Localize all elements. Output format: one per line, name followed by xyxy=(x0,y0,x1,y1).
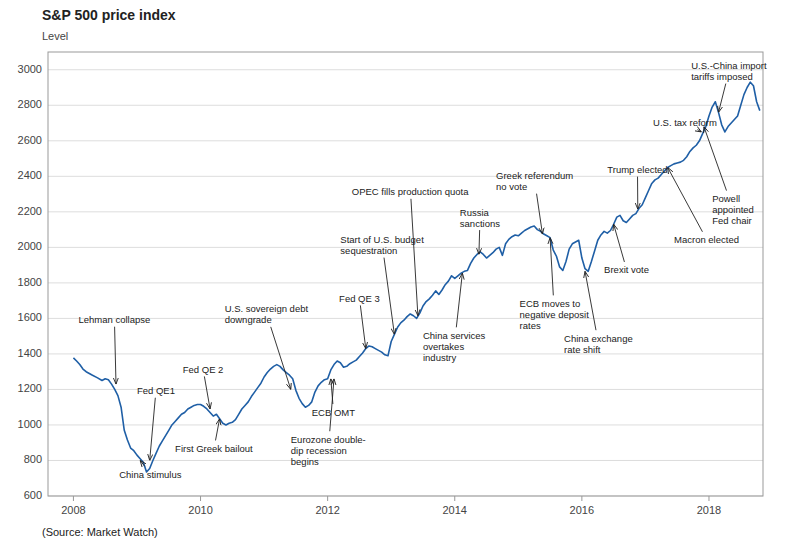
annotation-label: ECB moves tonegative depositrates xyxy=(520,297,590,330)
annotation-label: Russiasanctions xyxy=(460,206,500,228)
y-tick-label: 1800 xyxy=(18,276,42,288)
annotation-arrow xyxy=(456,273,462,327)
y-tick-label: 600 xyxy=(24,489,42,501)
x-tick-label: 2016 xyxy=(570,504,594,516)
annotation-label: Brexit vote xyxy=(604,264,649,275)
plot-frame xyxy=(48,52,763,496)
annotation-arrow xyxy=(614,224,625,262)
annotation-label: Fed QE 3 xyxy=(339,292,380,303)
grid-line xyxy=(48,69,763,70)
grid-line xyxy=(48,105,763,106)
annotation-label: China exchangerate shift xyxy=(564,332,633,354)
annotation-label: Fed QE1 xyxy=(137,385,175,396)
annotation-arrow xyxy=(411,199,418,316)
line xyxy=(73,82,759,472)
annotation-arrows xyxy=(115,84,727,467)
annotation-arrow xyxy=(537,194,543,234)
y-tick-label: 2200 xyxy=(18,205,42,217)
y-tick-label: 1200 xyxy=(18,382,42,394)
annotation-arrow xyxy=(704,127,727,191)
y-tick-label: 3000 xyxy=(18,63,42,75)
annotation-label: First Greek bailout xyxy=(175,442,253,453)
annotation-arrow xyxy=(550,238,553,296)
y-axis-label: Level xyxy=(42,30,68,42)
annotation-arrow xyxy=(668,167,703,231)
annotation-label: ECB OMT xyxy=(312,406,355,417)
annotation-label: Fed QE 2 xyxy=(183,363,224,374)
x-tick xyxy=(200,496,201,501)
grid-line xyxy=(48,353,763,354)
x-tick-label: 2012 xyxy=(315,504,339,516)
x-tick-label: 2008 xyxy=(61,504,85,516)
grid-line xyxy=(48,460,763,461)
annotation-label: U.S. tax reform xyxy=(653,117,717,128)
annotation-arrow xyxy=(150,398,156,461)
x-tick-label: 2018 xyxy=(697,504,721,516)
y-tick-label: 1000 xyxy=(18,418,42,430)
annotation-arrow xyxy=(360,305,365,348)
annotation-arrow xyxy=(637,177,638,210)
grid-line xyxy=(48,282,763,283)
annotation-arrow xyxy=(204,376,210,409)
y-tick-label: 800 xyxy=(24,453,42,465)
title: S&P 500 price index xyxy=(42,7,176,23)
annotation-arrow xyxy=(585,271,596,330)
y-tick-label: 1400 xyxy=(18,347,42,359)
annotation-label: China servicesovertakesindustry xyxy=(423,329,486,362)
annotation-label: Start of U.S. budgetsequestration xyxy=(340,234,424,256)
chart: S&P 500 price index Level 600 800 1000 1200 14… xyxy=(0,0,785,542)
annotation-arrow xyxy=(271,327,291,390)
annotation-label: Eurozone double-dip recessionbegins xyxy=(291,433,366,466)
annotation-label: Greek referendumno vote xyxy=(496,170,573,192)
annotation-arrow xyxy=(115,327,116,384)
x-tick-label: 2010 xyxy=(188,504,212,516)
annotation-arrow xyxy=(719,84,726,113)
annotation-label: OPEC fills production quota xyxy=(352,186,469,197)
annotation-arrow xyxy=(330,379,334,431)
grid-line xyxy=(48,247,763,248)
annotation-label: Trump elected xyxy=(607,164,667,175)
x-tick-label: 2014 xyxy=(443,504,467,516)
annotation-arrow xyxy=(384,258,394,335)
grid xyxy=(48,70,763,496)
x-tick xyxy=(327,496,328,501)
x-tick xyxy=(73,496,74,501)
y-tick-label: 2600 xyxy=(18,134,42,146)
plot-area xyxy=(73,82,759,472)
grid-line xyxy=(48,140,763,141)
y-tick-label: 1600 xyxy=(18,311,42,323)
y-tick-label: 2400 xyxy=(18,169,42,181)
grid-line xyxy=(48,211,763,212)
annotation-arrow xyxy=(216,419,220,441)
y-tick-label: 2800 xyxy=(18,98,42,110)
y-tick-label: 2000 xyxy=(18,240,42,252)
source: (Source: Market Watch) xyxy=(42,526,158,538)
annotation-arrow xyxy=(697,130,701,132)
annotation-label: PowellappointedFed chair xyxy=(712,193,754,226)
annotation-arrow xyxy=(478,230,480,254)
annotation-label: U.S. sovereign debtdowngrade xyxy=(225,303,309,325)
x-tick xyxy=(454,496,455,501)
annotation-label: U.S.-China importtariffs imposed xyxy=(691,60,767,82)
x-tick xyxy=(581,496,582,501)
annotations: Lehman collapse China stimulus Fed QE1 Fed … xyxy=(79,60,768,480)
annotation-label: China stimulus xyxy=(119,468,182,479)
x-tick xyxy=(708,496,709,501)
annotation-label: Macron elected xyxy=(674,234,739,245)
grid-line xyxy=(48,176,763,177)
annotation-label: Lehman collapse xyxy=(79,314,151,325)
annotation-arrow xyxy=(140,460,144,466)
grid-line xyxy=(48,424,763,425)
